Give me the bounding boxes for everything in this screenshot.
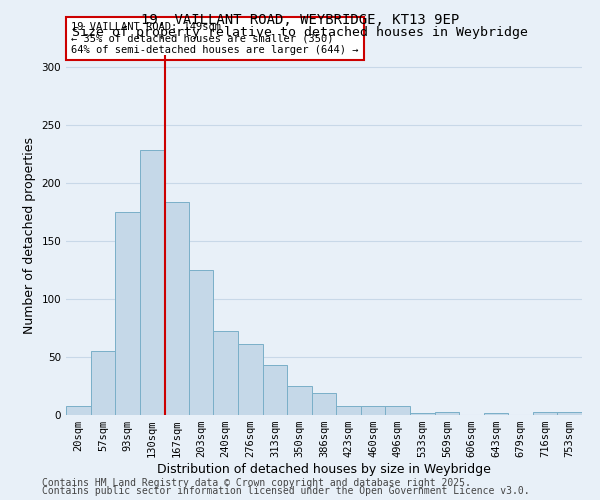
Bar: [410, 412, 434, 415]
Bar: [115, 212, 140, 415]
Text: 19, VAILLANT ROAD, WEYBRIDGE, KT13 9EP: 19, VAILLANT ROAD, WEYBRIDGE, KT13 9EP: [141, 12, 459, 26]
Bar: [140, 150, 164, 415]
Bar: [434, 412, 459, 415]
Bar: [287, 386, 312, 415]
Bar: [385, 406, 410, 415]
Text: 19 VAILLANT ROAD: 149sqm
← 35% of detached houses are smaller (350)
64% of semi-: 19 VAILLANT ROAD: 149sqm ← 35% of detach…: [71, 22, 359, 55]
Text: Contains HM Land Registry data © Crown copyright and database right 2025.: Contains HM Land Registry data © Crown c…: [42, 478, 471, 488]
Bar: [189, 270, 214, 415]
Y-axis label: Number of detached properties: Number of detached properties: [23, 136, 36, 334]
Bar: [66, 406, 91, 415]
Bar: [238, 344, 263, 415]
Bar: [533, 412, 557, 415]
Bar: [263, 365, 287, 415]
Text: Size of property relative to detached houses in Weybridge: Size of property relative to detached ho…: [72, 26, 528, 39]
Bar: [557, 412, 582, 415]
Bar: [91, 351, 115, 415]
Bar: [312, 393, 336, 415]
Text: Contains public sector information licensed under the Open Government Licence v3: Contains public sector information licen…: [42, 486, 530, 496]
Bar: [214, 332, 238, 415]
Bar: [484, 412, 508, 415]
Bar: [361, 406, 385, 415]
X-axis label: Distribution of detached houses by size in Weybridge: Distribution of detached houses by size …: [157, 463, 491, 476]
Bar: [336, 406, 361, 415]
Bar: [164, 202, 189, 415]
